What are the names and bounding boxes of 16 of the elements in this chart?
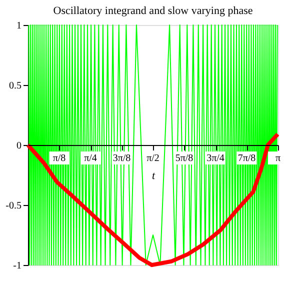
x-tick-label: 3π/8 bbox=[112, 153, 131, 164]
x-axis-title: t bbox=[152, 170, 156, 182]
x-tick-label: 5π/8 bbox=[175, 153, 194, 164]
x-tick-label: π bbox=[275, 153, 281, 164]
x-tick-label: π/4 bbox=[84, 153, 97, 164]
x-tick-label: π/2 bbox=[146, 153, 160, 164]
x-tick-label: 7π/8 bbox=[238, 153, 256, 164]
line-series bbox=[26, 132, 280, 267]
y-tick-label: -0.5 bbox=[6, 200, 22, 212]
chart-title: Oscillatory integrand and slow varying phase bbox=[53, 5, 253, 17]
y-tick-label: 0 bbox=[16, 140, 22, 152]
x-tick-label: 3π/4 bbox=[206, 153, 224, 164]
y-tick-label: 1 bbox=[16, 20, 22, 32]
y-tick-label: 0.5 bbox=[9, 80, 22, 92]
y-tick-label: -1 bbox=[13, 260, 22, 272]
x-tick-label: π/8 bbox=[52, 153, 66, 164]
